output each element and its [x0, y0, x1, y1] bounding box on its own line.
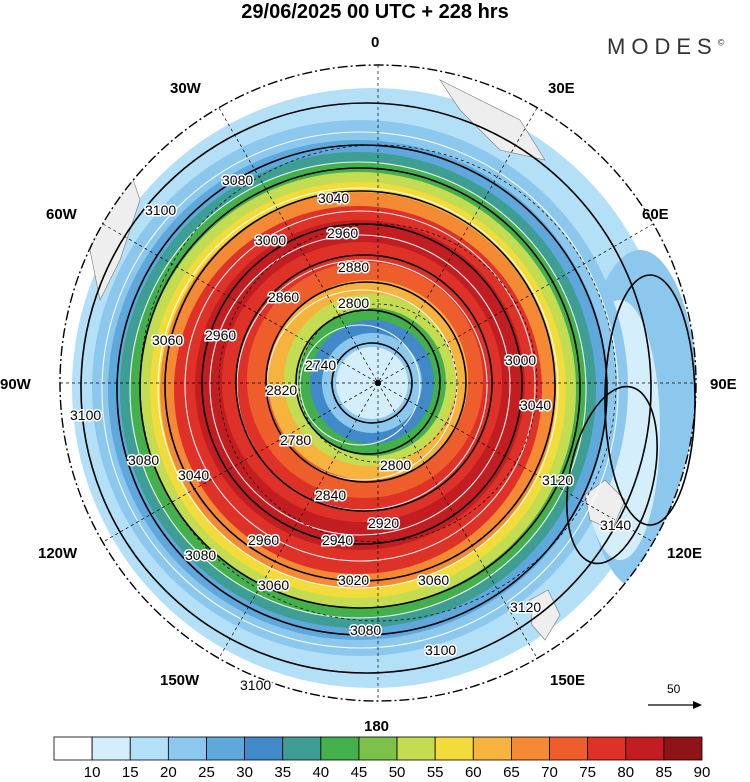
- colorbar-swatch: [511, 736, 550, 761]
- colorbar: [53, 736, 703, 761]
- colorbar-swatch: [91, 736, 131, 761]
- lon-label-60w: 60W: [46, 206, 77, 223]
- colorbar-tick-label: 40: [312, 764, 330, 781]
- modes-logo: MODES©: [607, 34, 725, 59]
- lon-label-90w: 90W: [0, 376, 31, 393]
- contour-label: 2940: [322, 532, 353, 548]
- colorbar-swatch: [282, 736, 322, 761]
- contour-label: 3080: [350, 622, 381, 638]
- colorbar-tick-label: 75: [579, 764, 596, 781]
- colorbar-tick-label: 65: [503, 764, 520, 781]
- colorbar-tick-label: 35: [274, 764, 292, 781]
- contour-label: 3080: [222, 172, 253, 188]
- colorbar-tick-label: 80: [617, 764, 635, 781]
- contour-label: 2780: [280, 432, 311, 448]
- colorbar-swatch: [53, 736, 93, 761]
- contour-label: 2880: [338, 259, 369, 275]
- colorbar-swatch: [663, 736, 703, 761]
- wind-streamlines: [101, 131, 619, 649]
- colorbar-swatch: [358, 736, 398, 761]
- colorbar-swatch: [244, 736, 284, 761]
- contour-label: 2820: [266, 382, 297, 398]
- wind-speed-field: [60, 65, 696, 701]
- colorbar-swatch: [320, 736, 360, 761]
- colorbar-tick-label: 50: [388, 764, 406, 781]
- reference-vector-label: 50: [667, 682, 681, 696]
- lon-label-60e: 60E: [642, 206, 669, 223]
- colorbar-tick-label: 15: [121, 764, 139, 781]
- contour-label: 3040: [178, 467, 209, 483]
- colorbar-tick-label: 25: [198, 764, 215, 781]
- contour-label: 3120: [510, 599, 541, 615]
- contour-label: 3080: [128, 452, 159, 468]
- colorbar-tick-label: 20: [160, 764, 177, 781]
- contour-label: 3060: [418, 572, 449, 588]
- colorbar-swatch: [549, 736, 589, 761]
- contour-label: 3060: [258, 577, 289, 593]
- lon-label-120w: 120W: [38, 545, 78, 562]
- lon-label-30w: 30W: [170, 80, 201, 97]
- lon-label-150e: 150E: [550, 672, 586, 689]
- lon-label-180: 180: [364, 718, 390, 735]
- colorbar-tick-label: 45: [350, 764, 368, 781]
- lon-label-30e: 30E: [548, 80, 575, 97]
- contour-label: 2960: [205, 327, 236, 343]
- lon-label-0: 0: [371, 34, 380, 51]
- colorbar-swatch: [587, 736, 627, 761]
- colorbar-tick-label: 30: [236, 764, 253, 781]
- map-border: [59, 64, 697, 702]
- lon-label-90e: 90E: [710, 376, 737, 393]
- colorbar-tick-label: 60: [464, 764, 482, 781]
- contour-label: 2960: [248, 532, 279, 548]
- contour-label: 3060: [152, 332, 183, 348]
- pole-marker: [375, 380, 381, 386]
- reference-vector: [648, 701, 702, 709]
- contour-label: 3100: [425, 642, 456, 658]
- colorbar-swatch: [167, 736, 207, 761]
- contour-label: 3000: [505, 352, 536, 368]
- contour-label: 3100: [145, 202, 176, 218]
- colorbar-tick-label: 90: [693, 764, 711, 781]
- contour-label: 3120: [542, 472, 573, 488]
- contour-label: 3080: [185, 547, 216, 563]
- colorbar-tick-label: 70: [541, 764, 558, 781]
- contour-label: 3140: [600, 517, 631, 533]
- colorbar-swatch: [206, 736, 245, 761]
- contour-label: 2860: [268, 289, 299, 305]
- contour-label: 3100: [70, 407, 101, 423]
- colorbar-tick-label: 10: [83, 764, 101, 781]
- map-title: 29/06/2025 00 UTC + 228 hrs: [241, 1, 509, 23]
- colorbar-swatch: [434, 736, 474, 761]
- contour-label: 2920: [368, 515, 399, 531]
- contour-label: 3040: [520, 397, 551, 413]
- contour-label: 2960: [327, 225, 358, 241]
- contour-label: 2740: [305, 357, 336, 373]
- contour-label: 3040: [318, 190, 349, 206]
- lon-label-120e: 120E: [667, 545, 703, 562]
- contour-label: 2800: [338, 295, 369, 311]
- colorbar-swatch: [625, 736, 665, 761]
- contour-label: 2800: [380, 457, 411, 473]
- contour-label: 3020: [338, 572, 369, 588]
- contour-label: 2840: [315, 487, 346, 503]
- contour-label: 3000: [255, 232, 286, 248]
- lon-label-150w: 150W: [160, 672, 200, 689]
- colorbar-swatch: [396, 736, 436, 761]
- colorbar-swatch: [129, 736, 169, 761]
- colorbar-tick-label: 85: [655, 764, 673, 781]
- colorbar-swatch: [472, 736, 512, 761]
- colorbar-tick-label: 55: [426, 764, 444, 781]
- contour-label: 3100: [240, 677, 271, 693]
